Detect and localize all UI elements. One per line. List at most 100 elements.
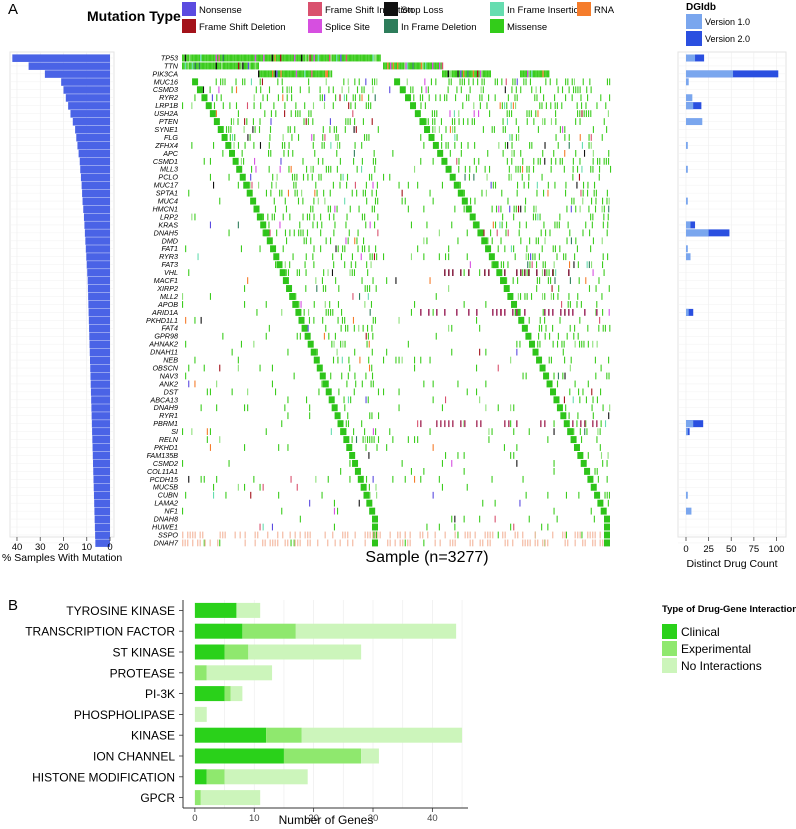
mutation-frequency-bar [95, 539, 110, 547]
mutation-cell [194, 356, 196, 364]
mutation-cell [588, 205, 590, 213]
mutation-cell [279, 221, 281, 229]
mutation-cell [324, 54, 327, 62]
mutation-cell [354, 348, 356, 356]
mutation-frequency-bar [82, 197, 110, 206]
mutation-cell [354, 237, 356, 245]
mutation-cell [581, 531, 583, 539]
mutation-cell [366, 134, 368, 141]
mutation-cell [589, 229, 591, 237]
mutation-cell [203, 539, 205, 547]
mutation-cell [328, 86, 330, 94]
mutation-cell [464, 70, 466, 78]
mutation-cell [420, 356, 422, 364]
mutation-cell [398, 316, 400, 324]
mutation-cell [308, 70, 310, 78]
mutation-cell [424, 78, 426, 86]
mutation-cell [366, 54, 369, 62]
mutation-cell [291, 134, 293, 141]
mutation-cell [394, 62, 396, 70]
mutation-cell [494, 499, 496, 507]
mutation-cell [217, 54, 219, 62]
mutation-cell [215, 54, 217, 62]
mutation-cell [373, 205, 376, 213]
mutation-cell [211, 54, 213, 62]
mutation-cell [559, 126, 561, 133]
mutation-cell [510, 420, 512, 428]
mutation-cell [594, 468, 596, 475]
mutation-cell [340, 340, 342, 348]
mutation-cell [461, 70, 463, 78]
mutation-cell [578, 340, 581, 348]
mutation-cell [602, 324, 604, 332]
mutation-cell [213, 491, 215, 499]
mutation-cell [553, 420, 555, 428]
mutation-cell [309, 213, 311, 221]
mutation-cell [311, 134, 313, 141]
mutation-cell [472, 78, 474, 86]
mutation-cell [340, 468, 342, 475]
mutation-cell [299, 332, 301, 340]
mutation-cell [573, 428, 575, 435]
mutation-cell [554, 102, 556, 110]
mutation-cell [599, 539, 601, 547]
mutation-cell [298, 54, 300, 62]
mutation-cell [590, 165, 592, 173]
mutation-frequency-bar [91, 420, 110, 428]
mutation-cell [328, 213, 330, 221]
mutation-cell [525, 253, 527, 261]
mutation-cell [325, 285, 327, 292]
mutation-cell [555, 134, 557, 141]
mutation-cell [222, 102, 224, 110]
mutation-cell [364, 245, 366, 253]
mutation-cell [501, 78, 503, 86]
mutation-cell [584, 420, 586, 428]
mutation-cell [519, 499, 521, 507]
mutation-cell [289, 293, 296, 300]
mutation-cell [312, 165, 314, 173]
mutation-cell [576, 165, 579, 173]
mutation-cell [287, 70, 289, 78]
mutation-cell [552, 293, 555, 300]
mutation-cell [410, 309, 412, 316]
mutation-cell [269, 134, 271, 141]
mutation-cell [270, 70, 272, 78]
mutation-cell [499, 102, 501, 110]
mutation-cell [334, 205, 336, 213]
mutation-cell [211, 94, 213, 102]
mutation-cell [197, 54, 199, 62]
mutation-cell [564, 309, 566, 316]
mutation-cell [310, 54, 313, 62]
mutation-cell [281, 309, 283, 316]
mutation-cell [544, 142, 546, 149]
mutation-cell [607, 213, 609, 221]
mutation-cell [517, 277, 519, 284]
mutation-cell [365, 181, 367, 189]
mutation-cell [234, 531, 236, 539]
mutation-cell [200, 404, 202, 412]
mutation-cell [568, 142, 570, 149]
mutation-cell [364, 436, 366, 443]
mutation-cell [511, 142, 513, 149]
mutation-cell [519, 165, 521, 173]
b-bar-no-interactions [206, 665, 273, 681]
mutation-cell [207, 62, 209, 70]
mutation-cell [322, 285, 324, 292]
mutation-cell [301, 324, 308, 332]
mutation-cell [486, 102, 488, 110]
mutation-cell [433, 62, 435, 70]
mutation-cell [553, 460, 555, 467]
mutation-cell [361, 142, 363, 149]
mutation-cell [564, 150, 566, 157]
mutation-frequency-bar [93, 491, 110, 500]
mutation-cell [463, 70, 465, 78]
mutation-cell [348, 54, 350, 62]
mutation-cell [529, 539, 531, 547]
mutation-cell [568, 293, 570, 300]
mutation-cell [580, 436, 583, 443]
mutation-cell [275, 388, 277, 396]
mutation-cell [528, 165, 530, 173]
mutation-cell [371, 412, 373, 420]
mutation-cell [423, 62, 425, 70]
mutation-cell [543, 221, 545, 229]
